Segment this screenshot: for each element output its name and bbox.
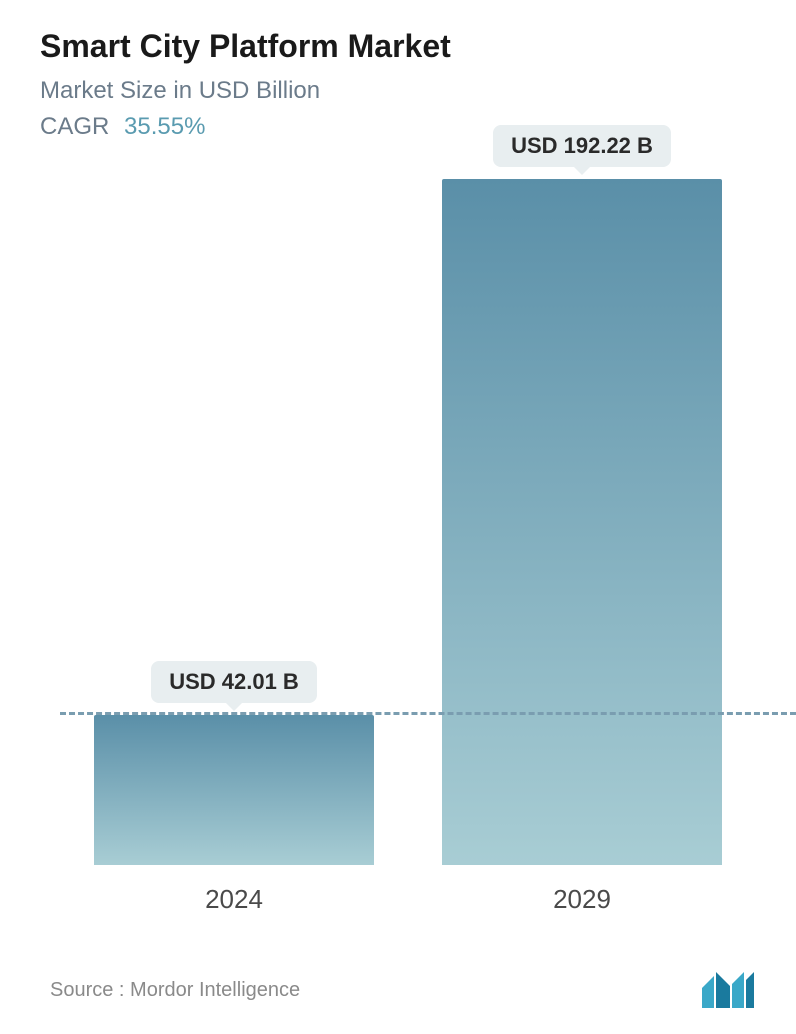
bars-wrapper: USD 42.01 B USD 192.22 B (60, 165, 756, 865)
reference-line (60, 712, 796, 715)
value-label-0: USD 42.01 B (151, 661, 317, 703)
source-text: Source : Mordor Intelligence (50, 979, 300, 1002)
value-label-1: USD 192.22 B (493, 125, 671, 167)
chart-area: USD 42.01 B USD 192.22 B 2024 2029 (60, 165, 756, 925)
bar-group-1: USD 192.22 B (442, 125, 722, 865)
cagr-label: CAGR (40, 113, 109, 140)
footer: Source : Mordor Intelligence (50, 970, 756, 1010)
chart-title: Smart City Platform Market (40, 28, 756, 65)
chart-subtitle: Market Size in USD Billion (40, 77, 756, 105)
bar-0 (94, 715, 374, 865)
chart-container: Smart City Platform Market Market Size i… (0, 0, 796, 1034)
x-label-1: 2029 (442, 884, 722, 915)
cagr-value: 35.55% (124, 113, 205, 140)
bar-1 (442, 179, 722, 865)
brand-logo-icon (700, 970, 756, 1010)
x-label-0: 2024 (94, 884, 374, 915)
x-axis-labels: 2024 2029 (60, 884, 756, 915)
bar-group-0: USD 42.01 B (94, 661, 374, 865)
